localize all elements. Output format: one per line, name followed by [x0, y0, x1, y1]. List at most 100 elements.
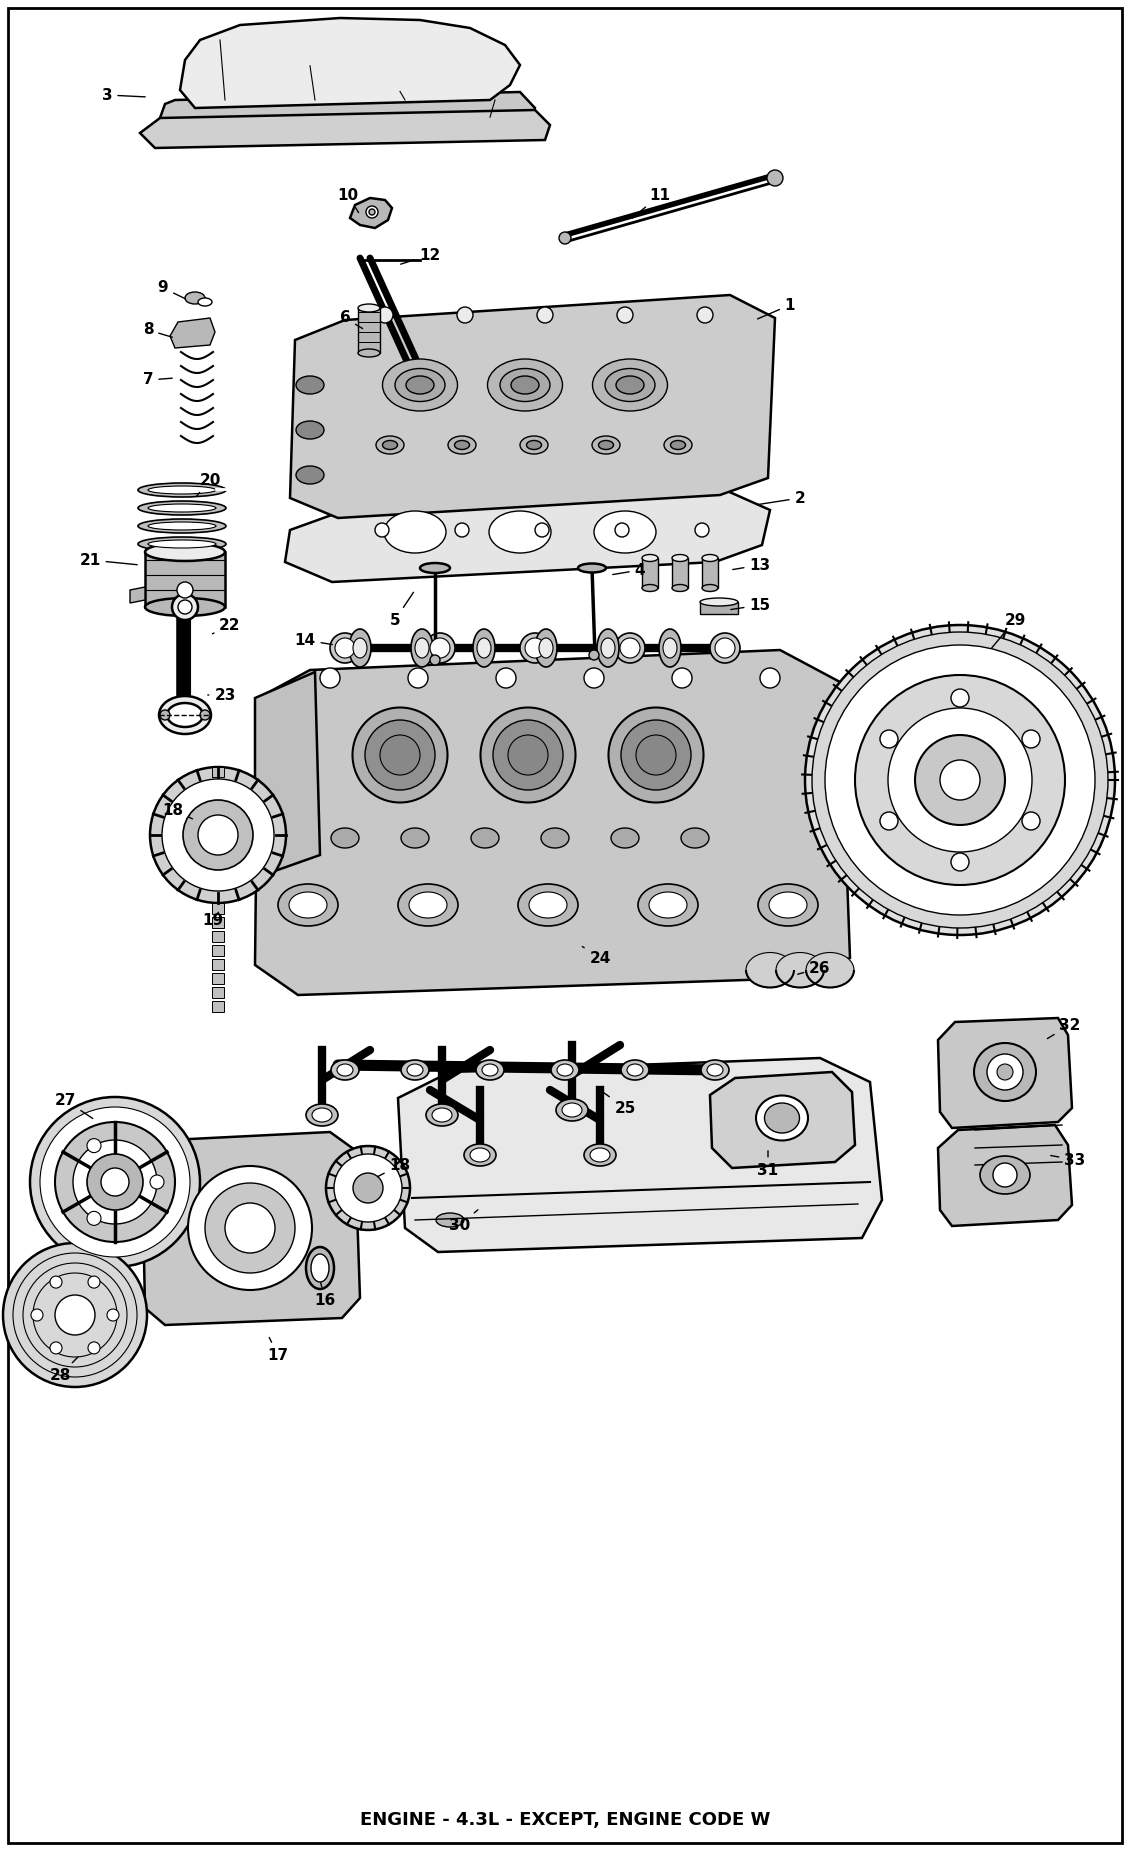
Text: 23: 23	[208, 687, 236, 703]
Bar	[642, 557, 658, 589]
Ellipse shape	[148, 503, 216, 513]
Circle shape	[812, 631, 1109, 927]
Circle shape	[88, 1275, 99, 1288]
Polygon shape	[160, 93, 534, 130]
Ellipse shape	[148, 540, 216, 548]
Circle shape	[55, 1296, 95, 1335]
Ellipse shape	[701, 1061, 729, 1079]
Circle shape	[183, 800, 253, 870]
Ellipse shape	[425, 633, 455, 663]
Ellipse shape	[806, 953, 854, 987]
Ellipse shape	[672, 585, 688, 592]
Ellipse shape	[353, 639, 367, 657]
Ellipse shape	[611, 827, 638, 848]
Ellipse shape	[436, 1212, 464, 1227]
Circle shape	[940, 761, 980, 800]
Ellipse shape	[620, 639, 640, 657]
Text: 13: 13	[732, 557, 771, 572]
Polygon shape	[398, 1059, 883, 1251]
Ellipse shape	[597, 629, 619, 666]
Polygon shape	[938, 1018, 1072, 1127]
Circle shape	[375, 524, 389, 537]
Ellipse shape	[518, 885, 579, 926]
Circle shape	[353, 1174, 383, 1203]
Ellipse shape	[715, 639, 734, 657]
Text: 28: 28	[50, 1357, 78, 1383]
Bar	[212, 916, 224, 927]
Ellipse shape	[756, 1096, 808, 1140]
Circle shape	[993, 1162, 1017, 1186]
Polygon shape	[290, 294, 775, 518]
Circle shape	[179, 600, 192, 615]
Circle shape	[888, 707, 1032, 851]
Bar	[212, 974, 224, 985]
Ellipse shape	[380, 735, 420, 776]
Ellipse shape	[594, 511, 657, 553]
Circle shape	[825, 644, 1095, 914]
Polygon shape	[285, 491, 770, 581]
Ellipse shape	[556, 1099, 588, 1122]
Circle shape	[33, 1273, 118, 1357]
Ellipse shape	[331, 1061, 359, 1079]
Circle shape	[915, 735, 1005, 826]
Ellipse shape	[520, 633, 550, 663]
Ellipse shape	[493, 720, 563, 790]
Ellipse shape	[649, 892, 687, 918]
Ellipse shape	[138, 502, 226, 515]
Ellipse shape	[382, 359, 458, 411]
Text: 7: 7	[142, 372, 172, 387]
Ellipse shape	[520, 437, 548, 453]
Ellipse shape	[337, 1064, 353, 1075]
Circle shape	[40, 1107, 190, 1257]
Circle shape	[366, 205, 379, 218]
Circle shape	[377, 307, 393, 324]
Ellipse shape	[331, 827, 359, 848]
Ellipse shape	[539, 639, 553, 657]
Ellipse shape	[138, 518, 226, 533]
Circle shape	[31, 1098, 200, 1266]
Ellipse shape	[642, 585, 658, 592]
Ellipse shape	[311, 1253, 329, 1283]
Circle shape	[951, 689, 970, 707]
Text: 9: 9	[158, 281, 185, 298]
Ellipse shape	[138, 537, 226, 552]
Ellipse shape	[758, 885, 818, 926]
Ellipse shape	[681, 827, 709, 848]
Circle shape	[1022, 813, 1040, 829]
Ellipse shape	[396, 368, 445, 402]
Circle shape	[537, 307, 553, 324]
Ellipse shape	[659, 629, 681, 666]
Bar	[145, 552, 225, 607]
Circle shape	[198, 814, 238, 855]
Text: 4: 4	[612, 563, 645, 578]
Ellipse shape	[382, 441, 398, 450]
Text: 24: 24	[582, 946, 610, 966]
Ellipse shape	[473, 629, 495, 666]
Ellipse shape	[185, 292, 205, 304]
Ellipse shape	[663, 639, 677, 657]
Ellipse shape	[159, 696, 211, 735]
Ellipse shape	[330, 633, 360, 663]
Ellipse shape	[148, 522, 216, 529]
Ellipse shape	[483, 1064, 498, 1075]
Circle shape	[31, 1309, 43, 1322]
Ellipse shape	[616, 376, 644, 394]
Circle shape	[172, 594, 198, 620]
Ellipse shape	[480, 707, 575, 803]
Ellipse shape	[702, 555, 718, 561]
Ellipse shape	[365, 720, 435, 790]
Text: 17: 17	[268, 1338, 288, 1362]
Ellipse shape	[974, 1042, 1036, 1101]
Circle shape	[617, 307, 633, 324]
Circle shape	[880, 813, 898, 829]
Ellipse shape	[601, 639, 615, 657]
Ellipse shape	[431, 639, 450, 657]
Ellipse shape	[138, 483, 226, 498]
Circle shape	[697, 307, 713, 324]
Bar	[212, 903, 224, 914]
Ellipse shape	[592, 437, 620, 453]
Ellipse shape	[415, 639, 429, 657]
Ellipse shape	[770, 892, 807, 918]
Text: 2: 2	[758, 491, 806, 505]
Ellipse shape	[167, 703, 203, 727]
